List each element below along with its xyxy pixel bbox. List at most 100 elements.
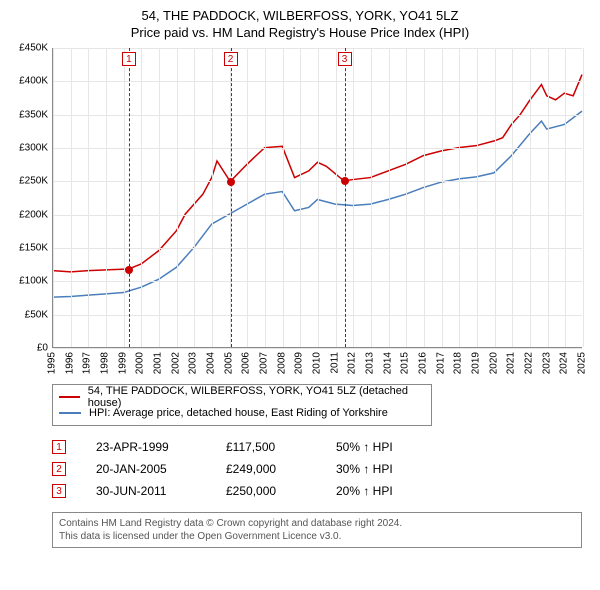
gridline-v [495,48,496,347]
transaction-dot [341,177,349,185]
gridline-v [583,48,584,347]
gridline-v [565,48,566,347]
x-tick-label: 1995 [47,352,58,374]
transaction-row-number: 2 [52,462,66,476]
gridline-v [194,48,195,347]
gridline-v [141,48,142,347]
transaction-number-box: 1 [122,52,136,66]
x-tick-label: 2014 [382,352,393,374]
transaction-date: 23-APR-1999 [96,440,196,454]
legend-swatch [59,396,80,398]
legend-row: 54, THE PADDOCK, WILBERFOSS, YORK, YO41 … [59,389,425,405]
gridline-v [212,48,213,347]
plot-area: 1 2 3 [52,48,582,348]
gridline-v [371,48,372,347]
x-tick-label: 2023 [541,352,552,374]
x-tick-label: 2016 [418,352,429,374]
chart-container: 54, THE PADDOCK, WILBERFOSS, YORK, YO41 … [0,0,600,554]
transaction-dot [227,178,235,186]
x-tick-label: 2020 [488,352,499,374]
transaction-hpi-pct: 30% ↑ HPI [336,462,393,476]
transaction-row: 2 20-JAN-2005 £249,000 30% ↑ HPI [52,458,590,480]
y-tick-label: £150K [19,243,48,254]
footer-line2: This data is licensed under the Open Gov… [59,530,575,543]
x-tick-label: 2004 [206,352,217,374]
x-tick-label: 2009 [294,352,305,374]
x-tick-label: 2002 [170,352,181,374]
footer-line1: Contains HM Land Registry data © Crown c… [59,517,575,530]
gridline-v [71,48,72,347]
x-tick-label: 2024 [559,352,570,374]
x-tick-label: 2018 [453,352,464,374]
x-tick-label: 2006 [241,352,252,374]
gridline-v [159,48,160,347]
gridline-v [512,48,513,347]
transaction-hpi-pct: 50% ↑ HPI [336,440,393,454]
transaction-number-box: 2 [224,52,238,66]
gridline-v [530,48,531,347]
gridline-v [106,48,107,347]
x-tick-label: 1999 [117,352,128,374]
gridline-v [124,48,125,347]
x-axis: 1995199619971998199920002001200220032004… [52,348,582,378]
transaction-line [129,48,130,347]
transactions-table: 1 23-APR-1999 £117,500 50% ↑ HPI 2 20-JAN-200… [52,436,590,502]
y-tick-label: £300K [19,143,48,154]
gridline-v [300,48,301,347]
transaction-row-number: 3 [52,484,66,498]
gridline-v [53,48,54,347]
title-block: 54, THE PADDOCK, WILBERFOSS, YORK, YO41 … [10,8,590,40]
transaction-row-number: 1 [52,440,66,454]
title-address: 54, THE PADDOCK, WILBERFOSS, YORK, YO41 … [10,8,590,23]
transaction-line [345,48,346,347]
x-tick-label: 2013 [365,352,376,374]
x-tick-label: 2007 [259,352,270,374]
x-tick-label: 2017 [435,352,446,374]
chart-area: £0£50K£100K£150K£200K£250K£300K£350K£400… [10,48,590,378]
legend-swatch [59,412,81,414]
transaction-dot [125,266,133,274]
x-tick-label: 2005 [223,352,234,374]
gridline-v [424,48,425,347]
x-tick-label: 2010 [312,352,323,374]
transaction-price: £249,000 [226,462,306,476]
x-tick-label: 2011 [329,352,340,374]
gridline-v [336,48,337,347]
gridline-v [442,48,443,347]
gridline-v [477,48,478,347]
x-tick-label: 2021 [506,352,517,374]
transaction-price: £250,000 [226,484,306,498]
gridline-v [247,48,248,347]
x-tick-label: 2003 [188,352,199,374]
x-tick-label: 2008 [276,352,287,374]
y-tick-label: £350K [19,109,48,120]
x-tick-label: 1997 [82,352,93,374]
y-tick-label: £400K [19,76,48,87]
transaction-date: 20-JAN-2005 [96,462,196,476]
legend-label: HPI: Average price, detached house, East… [89,407,388,419]
title-subtitle: Price paid vs. HM Land Registry's House … [10,25,590,40]
x-tick-label: 2025 [577,352,588,374]
gridline-v [318,48,319,347]
gridline-v [353,48,354,347]
y-tick-label: £250K [19,176,48,187]
x-tick-label: 1998 [100,352,111,374]
transaction-price: £117,500 [226,440,306,454]
transaction-date: 30-JUN-2011 [96,484,196,498]
y-tick-label: £100K [19,276,48,287]
y-axis: £0£50K£100K£150K£200K£250K£300K£350K£400… [10,48,52,348]
gridline-v [283,48,284,347]
x-tick-label: 2019 [471,352,482,374]
gridline-v [406,48,407,347]
gridline-v [548,48,549,347]
transaction-line [231,48,232,347]
gridline-v [389,48,390,347]
transaction-row: 3 30-JUN-2011 £250,000 20% ↑ HPI [52,480,590,502]
gridline-v [88,48,89,347]
x-tick-label: 2022 [524,352,535,374]
x-tick-label: 1996 [64,352,75,374]
transaction-number-box: 3 [338,52,352,66]
transaction-hpi-pct: 20% ↑ HPI [336,484,393,498]
gridline-v [177,48,178,347]
x-tick-label: 2001 [153,352,164,374]
